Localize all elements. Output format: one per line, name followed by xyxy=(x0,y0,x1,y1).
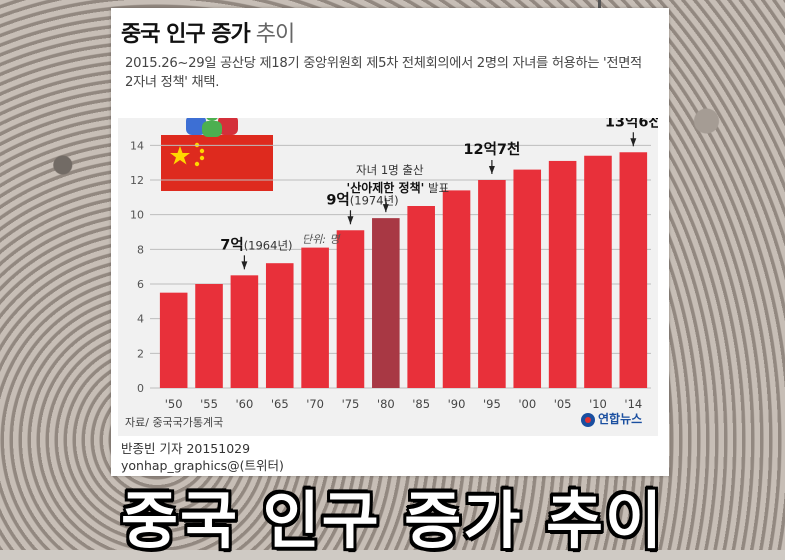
y-tick-label: 4 xyxy=(137,313,144,326)
annotation-arrow xyxy=(488,166,495,174)
y-tick-label: 0 xyxy=(137,382,144,395)
annotation-arrow xyxy=(630,138,637,147)
yonhap-logo-icon xyxy=(581,412,595,427)
y-tick-label: 6 xyxy=(137,278,144,291)
annotation-arrow xyxy=(241,261,248,270)
annotation-label: 13억6천 xyxy=(605,118,658,130)
bar-05 xyxy=(548,160,577,388)
infographic-card: 중국 인구 증가 추이 2015.26~29일 공산당 제18기 중앙위원회 제5… xyxy=(111,8,669,476)
title-light: 추이 xyxy=(255,22,295,47)
bar-10 xyxy=(584,155,612,388)
byline: 반종빈 기자 20151029 yonhap_graphics@(트위터) xyxy=(121,440,284,474)
china-flag-icon xyxy=(161,135,273,191)
bar-85 xyxy=(407,206,435,388)
byline-twitter: yonhap_graphics@(트위터) xyxy=(121,458,284,473)
annotation-arrow xyxy=(382,204,389,213)
logo-text: 연합뉴스 xyxy=(598,412,643,426)
bar-90 xyxy=(442,190,471,388)
y-tick-label: 14 xyxy=(130,139,144,152)
x-tick-label: '65 xyxy=(271,397,289,411)
x-tick-label: '70 xyxy=(306,397,324,411)
x-tick-label: '95 xyxy=(483,397,501,411)
chart-panel: 0 2 4 6 8 10 12 14 '50 '55 '60 '65 '70 '75 '80 '85 '90 '… xyxy=(118,118,658,436)
bar-14 xyxy=(619,152,648,388)
x-tick-label: '50 xyxy=(165,397,183,411)
bar-00 xyxy=(513,169,542,388)
y-tick-label: 10 xyxy=(130,209,144,222)
bar-75 xyxy=(336,230,365,388)
bar-80 xyxy=(372,218,400,388)
bar-65 xyxy=(265,263,294,388)
source-label: 자료/ 중국국가통계국 xyxy=(125,416,224,429)
x-tick-label: '00 xyxy=(518,397,536,411)
x-tick-label: '55 xyxy=(200,397,218,411)
y-tick-label: 12 xyxy=(130,174,144,187)
annotation-line1: 자녀 1명 출산 xyxy=(356,163,424,177)
bar-50 xyxy=(159,292,188,388)
x-tick-label: '14 xyxy=(624,397,642,411)
x-tick-label: '80 xyxy=(377,397,395,411)
annotation-arrow xyxy=(347,216,354,225)
bar-70 xyxy=(301,247,329,388)
byline-reporter: 반종빈 기자 20151029 xyxy=(121,441,251,456)
chart-subtitle: 2015.26~29일 공산당 제18기 중앙위원회 제5차 전체회의에서 2명… xyxy=(125,56,642,90)
x-tick-label: '10 xyxy=(589,397,607,411)
bar-55 xyxy=(195,284,223,388)
chart-title: 중국 인구 증가 추이 xyxy=(121,16,295,48)
title-bold: 중국 인구 증가 xyxy=(121,22,251,47)
y-tick-label: 8 xyxy=(137,243,144,256)
annotation-label: 12억7천 xyxy=(463,140,520,158)
x-tick-label: '75 xyxy=(342,397,360,411)
yonhap-logo: 연합뉴스 xyxy=(581,410,642,427)
overlay-caption: 중국 인구 증가 추이 xyxy=(120,484,665,557)
unit-label: 단위: 명 xyxy=(302,233,340,246)
x-tick-label: '85 xyxy=(412,397,430,411)
x-tick-label: '90 xyxy=(448,397,466,411)
x-tick-label: '60 xyxy=(235,397,253,411)
flagpole xyxy=(598,0,601,15)
bar-95 xyxy=(478,180,506,388)
y-tick-label: 2 xyxy=(137,347,144,360)
x-tick-label: '05 xyxy=(554,397,572,411)
people-icon xyxy=(186,118,238,137)
annotation-label: 7억(1964년) xyxy=(220,235,292,253)
bar-60 xyxy=(230,275,259,388)
annotation-label: '산아제한 정책' 발표 xyxy=(347,180,450,195)
population-bar-chart: 0 2 4 6 8 10 12 14 '50 '55 '60 '65 '70 '75 '80 '85 '90 '… xyxy=(130,118,658,411)
